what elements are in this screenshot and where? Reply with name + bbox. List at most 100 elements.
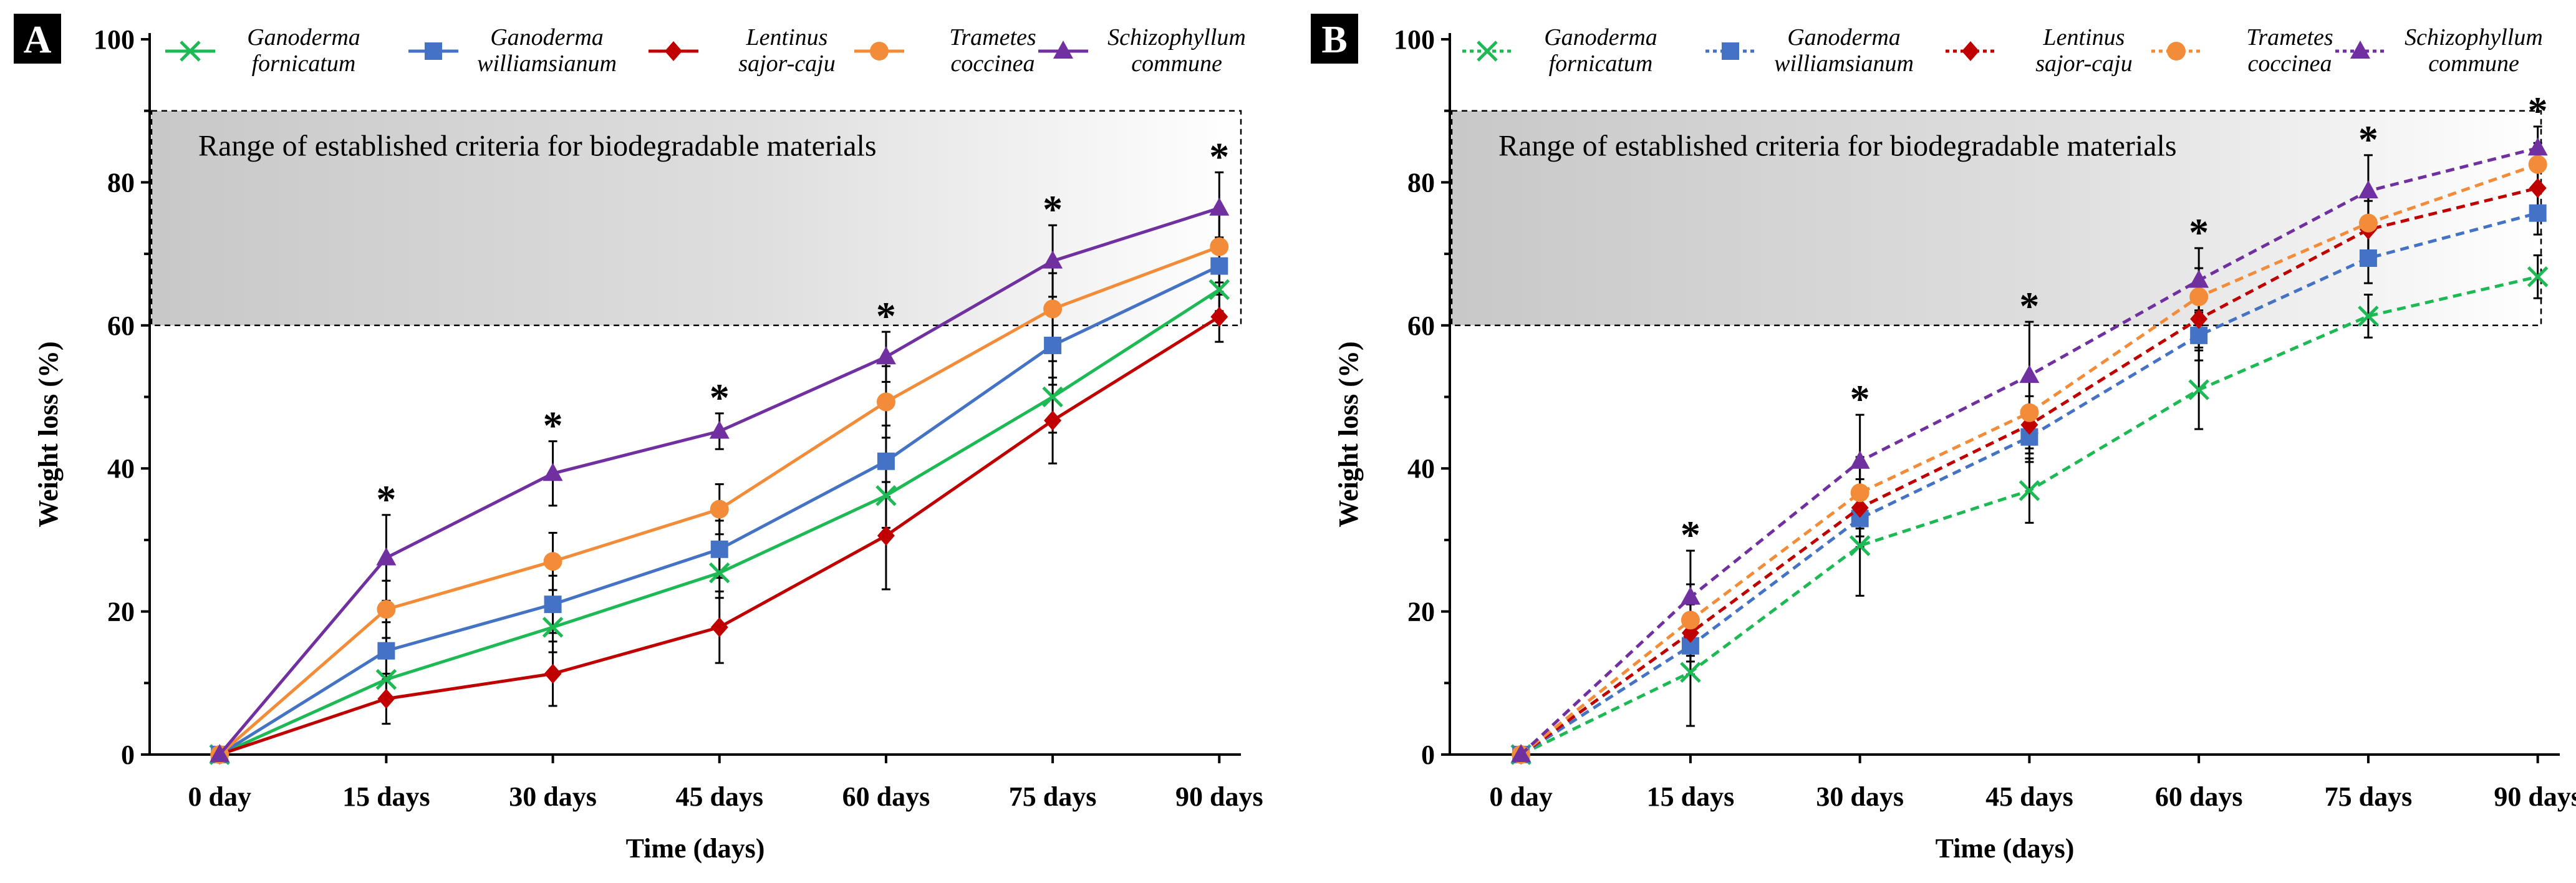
data-point [1044, 410, 1062, 431]
data-point [377, 688, 395, 709]
legend-label: Schizophyllum [2405, 24, 2543, 51]
legend-label: Ganoderma [490, 24, 604, 51]
data-point [2190, 326, 2208, 344]
data-point [1210, 257, 1228, 275]
x-tick-label: 60 days [842, 781, 930, 812]
y-tick-label: 100 [1394, 24, 1435, 55]
significance-star: * [2358, 117, 2378, 162]
legend-label: Schizophyllum [1107, 24, 1246, 51]
significance-star: * [543, 403, 563, 448]
legend-swatch-marker [665, 41, 682, 61]
y-tick-label: 100 [94, 24, 135, 55]
x-axis-title: Time (days) [1936, 833, 2075, 864]
legend-label: Lentinus [746, 24, 828, 51]
legend-label: Trametes [2246, 24, 2333, 51]
x-tick-label: 75 days [1009, 781, 1097, 812]
legend-label: coccinea [950, 51, 1035, 77]
y-tick-label: 40 [1407, 453, 1435, 484]
data-point [1680, 662, 1701, 683]
series-trametes-coccinea [1512, 155, 2547, 764]
legend: GanodermafornicatumGanodermawilliamsianu… [165, 24, 1246, 77]
data-point [877, 526, 895, 546]
criteria-band-label: Range of established criteria for biodeg… [198, 130, 877, 163]
data-point [1850, 450, 1870, 469]
data-point [710, 540, 728, 558]
data-point [709, 420, 730, 439]
criteria-band [150, 110, 1242, 327]
series-trametes-coccinea [210, 237, 1229, 764]
data-point [1851, 498, 1869, 518]
y-tick-label: 60 [1407, 311, 1435, 341]
x-tick-label: 30 days [509, 781, 597, 812]
legend-label: williamsianum [477, 51, 617, 77]
significance-star: * [1850, 377, 1870, 421]
significance-star: * [2189, 210, 2209, 254]
data-point [377, 600, 396, 619]
y-tick-label: 0 [121, 740, 135, 770]
legend-swatch-marker [870, 42, 889, 60]
y-tick-label: 40 [107, 453, 135, 484]
data-point [377, 642, 395, 660]
x-tick-label: 30 days [1816, 781, 1904, 812]
data-point [1210, 307, 1228, 327]
panel-letter: B [1321, 19, 1347, 61]
series-ganoderma-fornicatum [209, 279, 1230, 765]
legend-swatch-marker [180, 41, 201, 62]
data-point [1043, 299, 1063, 319]
legend-swatch-marker [1053, 41, 1073, 59]
legend-label: coccinea [2247, 51, 2332, 77]
data-point [544, 596, 562, 614]
data-point [710, 617, 728, 637]
data-point [876, 346, 896, 365]
x-tick-label: 15 days [342, 781, 430, 812]
legend-label: commune [2428, 51, 2519, 77]
data-point [876, 485, 897, 506]
x-tick-label: 15 days [1647, 781, 1735, 812]
data-point [2020, 403, 2039, 422]
significance-star: * [2528, 89, 2548, 133]
data-point [877, 452, 895, 470]
legend-label: sajor-caju [2035, 51, 2132, 77]
data-point [2189, 269, 2209, 288]
data-point [1044, 336, 1062, 354]
data-point [376, 547, 397, 566]
data-point [2019, 365, 2040, 384]
data-point [2190, 309, 2208, 329]
data-point [2527, 137, 2548, 156]
data-point [1042, 386, 1063, 408]
legend-label: Lentinus [2043, 24, 2125, 51]
panel-letter-box [14, 14, 61, 64]
data-point [1849, 535, 1871, 556]
x-tick-label: 90 days [2494, 781, 2576, 812]
legend-label: Trametes [949, 24, 1036, 51]
series-ganoderma-williamsianum [211, 257, 1228, 763]
significance-star: * [376, 477, 396, 521]
data-point [2358, 306, 2379, 327]
data-point [542, 617, 564, 638]
x-tick-label: 45 days [675, 781, 763, 812]
legend-swatch-marker [1962, 41, 1979, 61]
x-tick-label: 0 day [188, 781, 251, 812]
y-axis-title: Weight loss (%) [1333, 341, 1364, 527]
legend-label: fornicatum [252, 51, 356, 77]
x-tick-label: 75 days [2325, 781, 2413, 812]
significance-star: * [2019, 284, 2039, 328]
series-schizophyllum-commune [1511, 137, 2548, 762]
data-point [708, 562, 730, 584]
data-point [2359, 249, 2377, 267]
legend-swatch-marker [425, 42, 442, 60]
significance-star: * [710, 375, 730, 420]
data-point [1209, 197, 1230, 216]
significance-star: * [1681, 513, 1700, 557]
data-point [210, 744, 230, 762]
significance-star: * [876, 294, 896, 338]
y-tick-label: 80 [1407, 167, 1435, 198]
y-axis-title: Weight loss (%) [33, 341, 64, 527]
legend-label: Ganoderma [1544, 24, 1657, 51]
legend-label: sajor-caju [738, 51, 835, 77]
legend-swatch-marker [2350, 41, 2370, 59]
legend-swatch-marker [1722, 42, 1739, 60]
y-tick-label: 60 [107, 311, 135, 341]
data-point [2527, 266, 2549, 287]
